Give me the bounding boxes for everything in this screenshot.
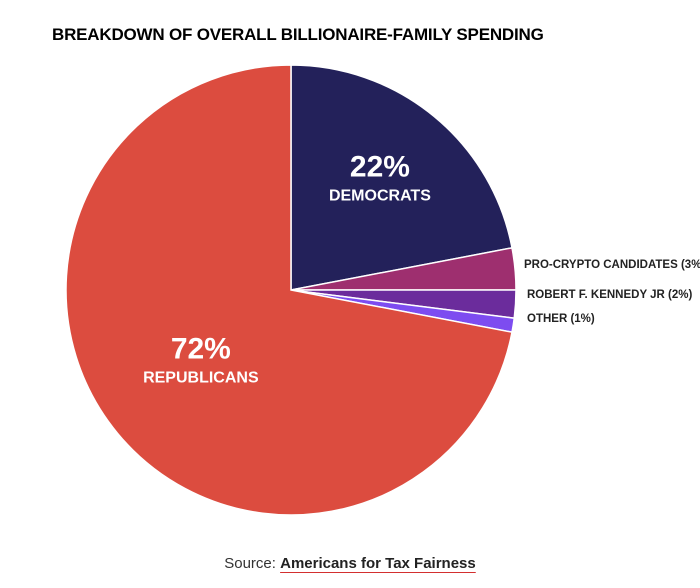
pie-slice-democrats [290, 64, 513, 291]
slice-value-label: 72% [171, 333, 231, 366]
source-link[interactable]: Americans for Tax Fairness [280, 555, 476, 572]
slice-outside-label: PRO-CRYPTO CANDIDATES (3%) [524, 259, 700, 271]
source-prefix: Source: [224, 555, 276, 572]
slice-outside-label: OTHER (1%) [527, 313, 595, 325]
pie-slice-republicans [65, 64, 513, 516]
source-line: Source: Americans for Tax Fairness [0, 555, 700, 572]
slice-category-label: DEMOCRATS [329, 188, 431, 205]
slice-category-label: REPUBLICANS [143, 370, 259, 387]
slice-outside-label: ROBERT F. KENNEDY JR (2%) [527, 289, 692, 301]
slice-value-label: 22% [350, 151, 410, 184]
chart-title: BREAKDOWN OF OVERALL BILLIONAIRE-FAMILY … [52, 25, 544, 44]
